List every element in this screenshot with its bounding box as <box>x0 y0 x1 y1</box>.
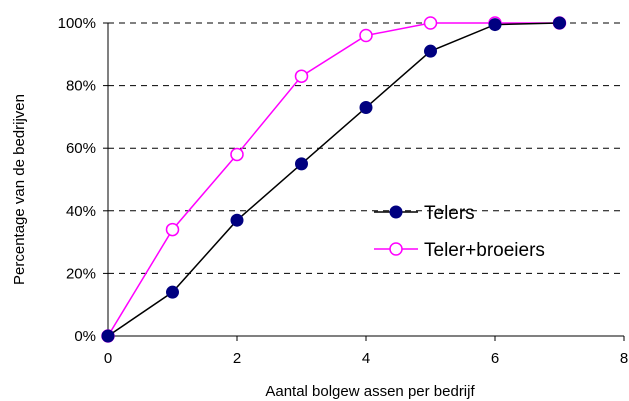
data-point <box>166 285 179 299</box>
y-tick-label: 60% <box>66 140 96 157</box>
y-tick-label: 40% <box>66 203 96 220</box>
series-line <box>107 22 560 337</box>
data-point <box>165 222 180 237</box>
y-axis-title: Percentage van de bedrijven <box>11 94 28 285</box>
grid-lines <box>108 22 624 274</box>
y-tick-labels: 0% 20% 40% 60% 80% 100% <box>58 15 96 345</box>
data-point <box>553 16 566 30</box>
x-tick-label: 4 <box>362 350 370 367</box>
data-point <box>423 16 438 30</box>
data-point <box>101 329 115 343</box>
data-point <box>488 18 502 32</box>
legend-item-0: Telers <box>374 203 475 224</box>
data-series <box>101 16 567 343</box>
x-tick-labels: 0 2 4 6 8 <box>104 350 628 367</box>
data-point <box>230 213 244 227</box>
data-point <box>359 101 373 115</box>
legend-marker <box>389 242 403 256</box>
x-tick-label: 0 <box>104 350 112 367</box>
series-0 <box>101 16 566 343</box>
y-tick-label: 0% <box>74 328 96 345</box>
y-tick-label: 20% <box>66 265 96 282</box>
y-tick-label: 100% <box>58 15 96 32</box>
data-point <box>230 147 244 162</box>
data-point <box>424 44 437 58</box>
x-axis-title: Aantal bolgew assen per bedrijf <box>265 383 475 400</box>
legend-label: Teler+broeiers <box>424 240 545 261</box>
x-tick-label: 8 <box>620 350 628 367</box>
y-tick-label: 80% <box>66 78 96 95</box>
axes <box>103 22 625 341</box>
legend-item-1: Teler+broeiers <box>374 240 545 261</box>
data-point <box>359 28 373 43</box>
legend-marker <box>389 205 403 219</box>
x-tick-label: 6 <box>491 350 499 367</box>
data-point <box>294 69 309 83</box>
legend: Telers Teler+broeiers <box>374 203 545 261</box>
legend-label: Telers <box>424 203 475 224</box>
x-tick-label: 2 <box>233 350 241 367</box>
data-point <box>295 157 308 171</box>
series-line <box>107 22 560 337</box>
